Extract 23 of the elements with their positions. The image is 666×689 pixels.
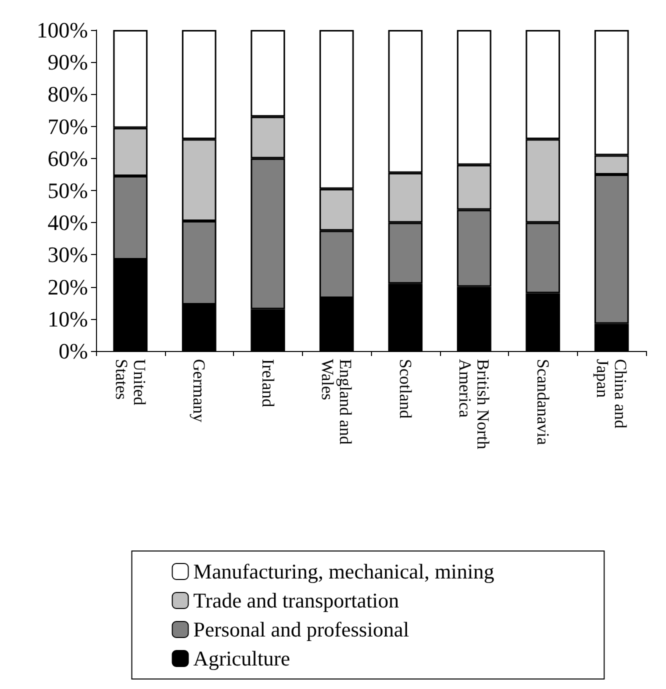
- legend-label: Trade and transportation: [193, 588, 400, 612]
- y-tick-label: 10%: [48, 306, 88, 332]
- x-tick-label: United States: [112, 359, 149, 406]
- x-tick-label: Scandanavia: [533, 359, 552, 446]
- y-tick-label: 90%: [48, 50, 88, 75]
- y-tick-label: 0%: [58, 338, 88, 364]
- y-tick-label: 60%: [48, 146, 88, 171]
- y-tick-label: 40%: [48, 210, 88, 236]
- y-tick-label: 70%: [48, 114, 88, 139]
- x-tick-label: Scotland: [396, 359, 415, 419]
- y-tick-label: 30%: [48, 242, 88, 268]
- x-tick-label: Germany: [190, 359, 209, 423]
- x-tick-label: England and Wales: [318, 359, 356, 445]
- x-tick-label: Ireland: [258, 359, 278, 408]
- legend-label: Personal and professional: [193, 618, 410, 642]
- x-tick-label: British North America: [456, 359, 493, 450]
- y-tick-label: 50%: [48, 178, 88, 203]
- x-tick-label: China and Japan: [593, 359, 630, 429]
- y-tick-label: 20%: [48, 274, 88, 300]
- legend-label: Manufacturing, mechanical, mining: [193, 560, 495, 584]
- legend-label: Agriculture: [193, 646, 290, 670]
- y-tick-label: 80%: [48, 82, 88, 107]
- y-tick-label: 100%: [36, 18, 88, 42]
